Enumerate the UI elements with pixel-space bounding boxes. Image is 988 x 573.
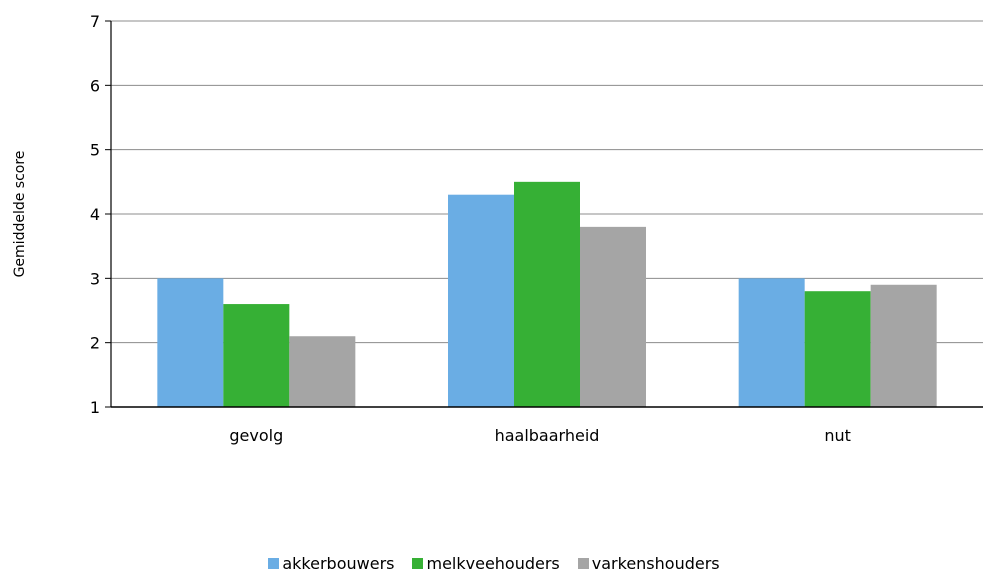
bar-melkveehouders-gevolg	[223, 304, 290, 407]
legend-label: melkveehouders	[426, 554, 560, 573]
bar-akkerbouwers-gevolg	[157, 278, 224, 407]
x-tick-label: gevolg	[229, 426, 283, 445]
y-tick-label: 7	[90, 12, 100, 31]
y-tick-label: 3	[90, 269, 100, 288]
bars	[157, 181, 937, 407]
bar-varkenshouders-gevolg	[289, 336, 356, 407]
x-tick-label: haalbaarheid	[495, 426, 600, 445]
legend: akkerbouwers melkveehouders varkenshouders	[0, 554, 988, 573]
bar-varkenshouders-nut	[870, 284, 937, 407]
bar-akkerbouwers-nut	[738, 278, 805, 407]
bar-akkerbouwers-haalbaarheid	[448, 194, 514, 407]
legend-item: melkveehouders	[412, 554, 560, 573]
x-tick-labels: gevolg haalbaarheid nut	[229, 426, 851, 445]
y-axis-label: Gemiddelde score	[12, 151, 28, 278]
y-tick-label: 5	[90, 141, 100, 160]
legend-item: akkerbouwers	[268, 554, 394, 573]
y-tick-label: 1	[90, 398, 100, 417]
legend-label: akkerbouwers	[282, 554, 395, 573]
legend-swatch	[412, 558, 424, 569]
legend-swatch	[577, 558, 589, 569]
y-tick-labels: 1 2 3 4 5 6 7	[90, 12, 100, 417]
legend-label: varkenshouders	[591, 554, 720, 573]
legend-item: varkenshouders	[577, 554, 720, 573]
bar-melkveehouders-nut	[804, 291, 871, 407]
bar-melkveehouders-haalbaarheid	[514, 181, 580, 407]
y-tick-label: 2	[90, 334, 100, 353]
legend-swatch	[268, 558, 280, 569]
axes	[105, 20, 983, 408]
y-tick-label: 4	[90, 205, 100, 224]
bar-varkenshouders-haalbaarheid	[580, 226, 646, 407]
y-tick-label: 6	[90, 76, 100, 95]
x-tick-label: nut	[824, 426, 851, 445]
